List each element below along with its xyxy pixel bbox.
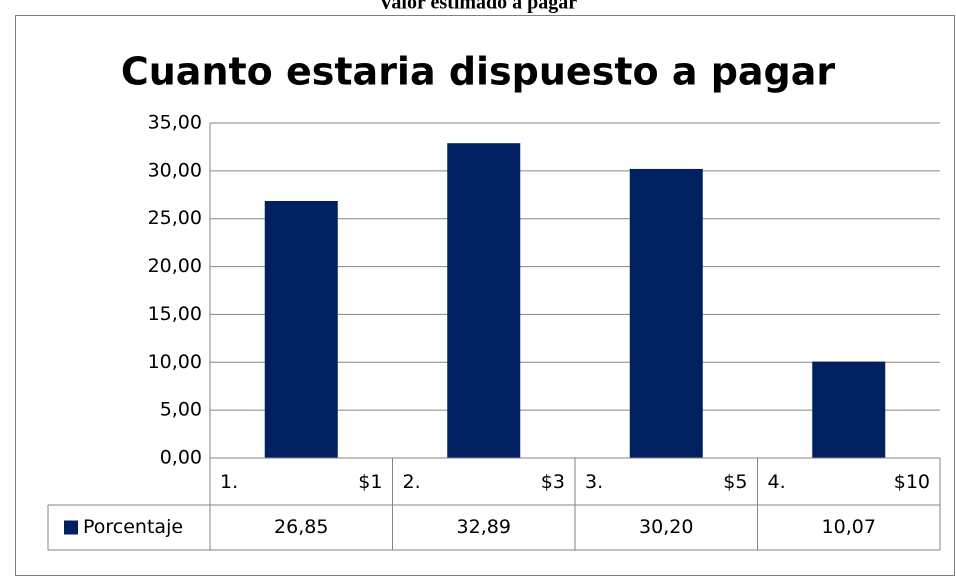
x-tick-label: 2. $3 <box>402 470 566 493</box>
bar <box>812 361 886 458</box>
x-tick-label: 4. $10 <box>767 470 931 493</box>
y-tick-label: 5,00 <box>160 399 202 421</box>
data-table-value: 32,89 <box>457 516 511 538</box>
y-tick-label: 20,00 <box>148 255 202 277</box>
x-tick-label: 3. $5 <box>585 470 748 493</box>
chart-title: Cuanto estaria dispuesto a pagar <box>121 50 836 94</box>
y-tick-label: 10,00 <box>148 351 202 373</box>
y-tick-label: 30,00 <box>148 159 202 181</box>
legend-label: Porcentaje <box>83 516 183 538</box>
x-tick-label: 1. $1 <box>220 470 383 493</box>
heading: Valor estimado a pagar <box>379 0 577 14</box>
data-table-value: 30,20 <box>639 516 693 538</box>
bar <box>447 143 521 458</box>
y-tick-label: 25,00 <box>148 207 202 229</box>
bar <box>629 168 703 458</box>
data-table-value: 26,85 <box>274 516 328 538</box>
legend-swatch <box>64 520 78 535</box>
bar <box>264 201 338 458</box>
y-tick-label: 15,00 <box>148 303 202 325</box>
y-tick-label: 35,00 <box>148 112 202 134</box>
y-tick-label: 0,00 <box>160 447 202 469</box>
data-table-value: 10,07 <box>822 516 876 538</box>
